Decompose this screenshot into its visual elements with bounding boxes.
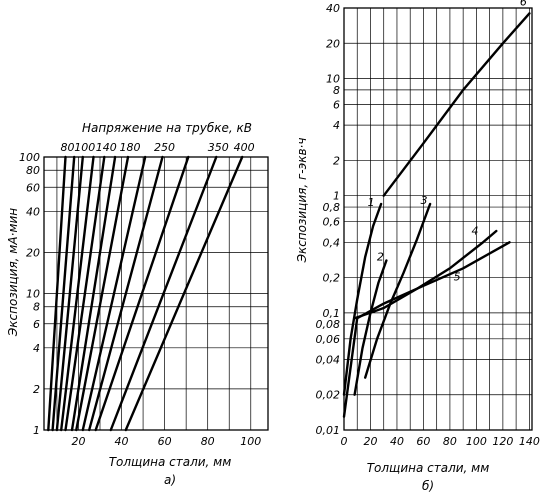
- a-y-tick-label: 6: [33, 318, 40, 331]
- panel-a-x-ticks: 20 40 60 80 100: [71, 435, 261, 448]
- b-y-tick-label: 0,04: [316, 353, 341, 366]
- b-y-tick-label: 20: [326, 37, 340, 50]
- b-x-tick-label: 80: [443, 435, 457, 448]
- a-kv-label: 100: [74, 141, 95, 154]
- a-y-tick-label: 10: [26, 288, 40, 301]
- panel-b-series: 1 2 3 4 5 6: [342, 0, 531, 418]
- b-x-tick-label: 100: [466, 435, 487, 448]
- panel-a-top-label: Напряжение на трубке, кВ: [82, 121, 252, 135]
- b-series-line: [353, 229, 498, 320]
- a-series-line: [124, 155, 244, 432]
- b-x-tick-label: 20: [363, 435, 377, 448]
- a-series-line: [55, 155, 85, 432]
- panel-a-letter: а): [164, 473, 176, 487]
- a-x-tick-label: 80: [201, 435, 215, 448]
- a-series-line: [64, 155, 106, 432]
- a-y-tick-label: 40: [26, 205, 40, 218]
- a-x-tick-label: 100: [240, 435, 261, 448]
- a-kv-label: 140: [96, 141, 117, 154]
- b-y-tick-label: 0,2: [323, 272, 341, 285]
- b-series-line: [342, 202, 383, 396]
- panel-a-frame: [43, 156, 269, 431]
- b-x-tick-label: 140: [519, 435, 540, 448]
- panel-a-y-label: Экспозиция, мА·мин: [6, 208, 20, 337]
- b-x-tick-label: 60: [416, 435, 430, 448]
- b-x-tick-label: 40: [390, 435, 404, 448]
- a-y-tick-label: 100: [19, 151, 40, 164]
- b-series-label: 6: [520, 0, 527, 8]
- a-y-tick-label: 20: [26, 246, 40, 259]
- panel-b-y-ticks: 0,01 0,02 0,04 0,06 0,080,1 0,2 0,4 0,6 0,81 2 4 6 8…: [316, 2, 341, 437]
- a-y-tick-label: 1: [33, 424, 40, 437]
- a-series-line: [70, 155, 117, 432]
- b-series-label: 3: [421, 194, 428, 207]
- b-y-tick-label: 0,1: [323, 307, 341, 320]
- a-series-line: [47, 155, 67, 432]
- b-y-tick-label: 0,08: [316, 318, 341, 331]
- panel-a-x-label: Толщина стали, мм: [109, 455, 232, 469]
- b-y-tick-label: 0,8: [323, 201, 341, 214]
- b-y-tick-label: 40: [326, 2, 340, 15]
- panel-b-x-label: Толщина стали, мм: [367, 461, 490, 475]
- b-y-tick-label: 10: [326, 73, 340, 86]
- a-kv-label: 400: [234, 141, 255, 154]
- b-series-line: [364, 202, 432, 379]
- b-y-tick-label: 2: [333, 154, 340, 167]
- a-kv-label: 80: [61, 141, 75, 154]
- b-y-tick-label: 0,6: [323, 216, 341, 229]
- a-y-tick-label: 8: [33, 301, 40, 314]
- a-y-tick-label: 60: [26, 181, 40, 194]
- a-x-tick-label: 60: [158, 435, 172, 448]
- b-y-tick-label: 1: [333, 190, 340, 203]
- a-series-line: [51, 155, 76, 432]
- panel-b-letter: б): [422, 479, 434, 493]
- a-kv-label: 350: [208, 141, 229, 154]
- a-series-line: [81, 155, 147, 432]
- b-y-tick-label: 0,01: [316, 424, 341, 437]
- a-x-tick-label: 40: [115, 435, 129, 448]
- a-series-line: [60, 155, 95, 432]
- panel-a-top-ticks: 80 100 140 180 250 350 400: [61, 141, 255, 154]
- b-y-tick-label: 8: [333, 84, 340, 97]
- b-series-label: 4: [472, 224, 479, 237]
- a-series-line: [87, 155, 164, 432]
- b-series-line: [342, 241, 511, 418]
- a-series-line: [75, 155, 130, 432]
- panel-b-y-label: Экспозиция, г-экв·ч: [295, 138, 309, 264]
- panel-b-grid: [344, 7, 532, 431]
- panel-b-frame: [343, 7, 533, 431]
- a-y-tick-label: 2: [33, 383, 40, 396]
- b-series-label: 1: [368, 196, 375, 209]
- b-y-tick-label: 0,4: [323, 236, 341, 249]
- b-series-line: [382, 12, 531, 197]
- panel-b: 0 20 40 60 80 100 120 140 0,010,020,040,060,080…: [295, 0, 540, 493]
- a-kv-label: 250: [154, 141, 175, 154]
- a-y-tick-label: 80: [26, 164, 40, 177]
- a-y-tick-label: 4: [33, 342, 40, 355]
- b-y-tick-label: 0,02: [316, 389, 341, 402]
- b-y-tick-label: 0,06: [316, 333, 341, 346]
- a-series-line: [94, 155, 190, 432]
- b-y-tick-label: 6: [333, 99, 340, 112]
- panel-a-series: [47, 155, 244, 432]
- panel-b-x-ticks: 0 20 40 60 80 100 120 140: [341, 435, 540, 448]
- a-x-tick-label: 20: [71, 435, 85, 448]
- b-x-tick-label: 0: [341, 435, 348, 448]
- b-y-tick-label: 4: [333, 119, 340, 132]
- b-series-label: 5: [454, 270, 461, 283]
- b-series-label: 2: [377, 250, 384, 263]
- a-series-line: [109, 155, 218, 432]
- a-kv-label: 180: [120, 141, 141, 154]
- b-x-tick-label: 120: [492, 435, 513, 448]
